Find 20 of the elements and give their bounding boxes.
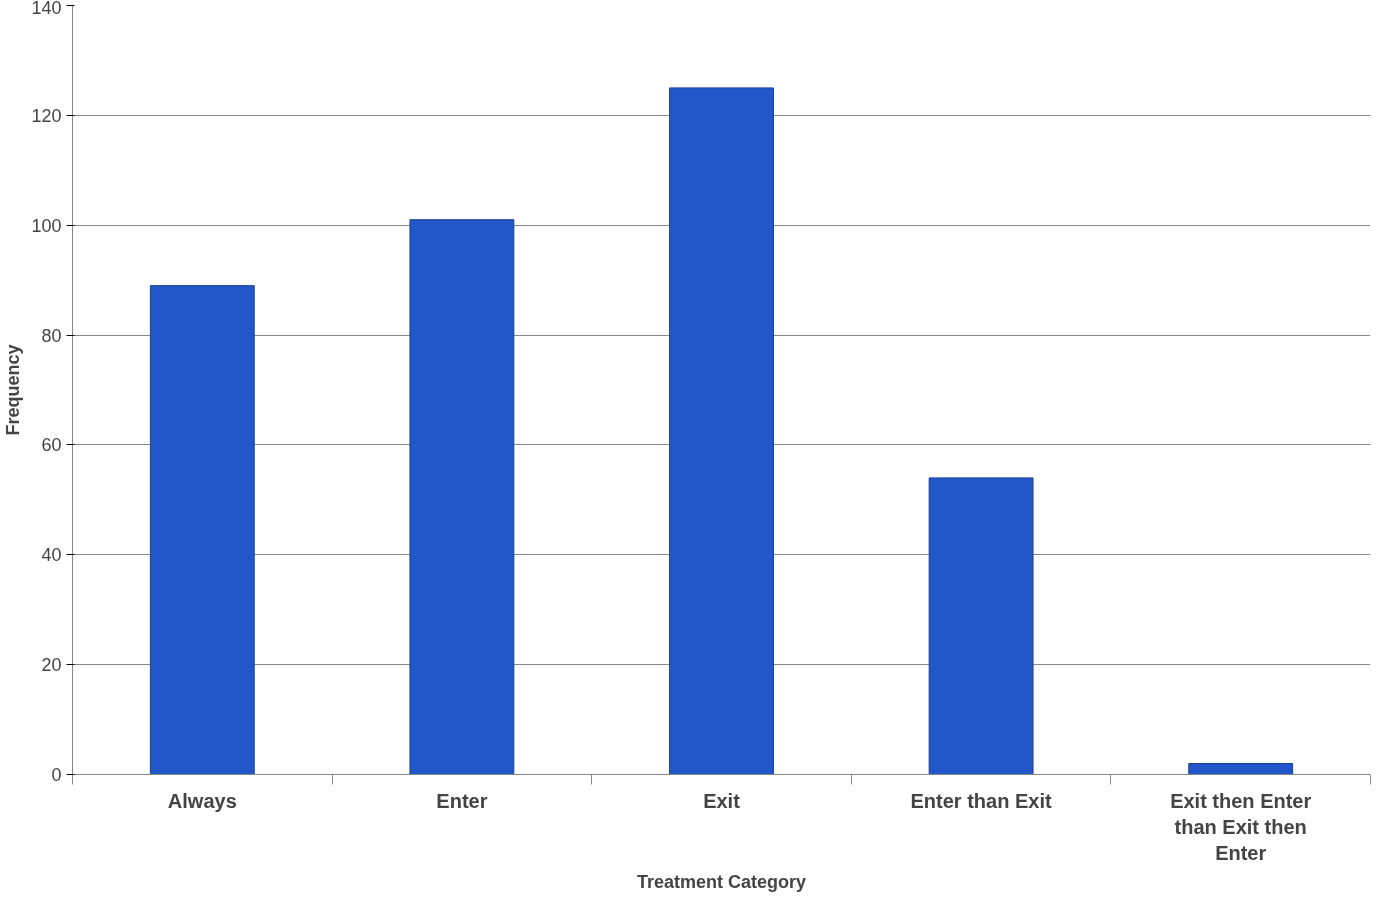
y-tick-label: 60 bbox=[41, 435, 62, 456]
x-tick-label: Enter than Exit bbox=[910, 789, 1053, 812]
x-tick-label: Exit then Enter than Exit then Enter bbox=[1170, 789, 1312, 865]
x-axis-title: Treatment Category bbox=[636, 872, 807, 893]
bar bbox=[149, 285, 255, 775]
y-tick-label: 140 bbox=[31, 0, 62, 18]
x-tick-label: Exit bbox=[703, 789, 741, 812]
bar bbox=[669, 87, 774, 775]
bar bbox=[409, 219, 515, 775]
y-tick-label: 100 bbox=[31, 215, 62, 236]
bar bbox=[1188, 763, 1294, 775]
y-tick-label: 0 bbox=[51, 765, 62, 785]
y-tick-label: 120 bbox=[31, 105, 62, 126]
y-tick-label: 80 bbox=[41, 325, 62, 346]
y-tick-label: 20 bbox=[41, 655, 62, 676]
y-axis-title: Frequency bbox=[3, 344, 24, 436]
bar bbox=[928, 477, 1034, 775]
x-tick-label: Always bbox=[167, 789, 237, 812]
x-tick-label: Enter bbox=[436, 789, 488, 812]
y-tick-label: 40 bbox=[41, 545, 62, 566]
